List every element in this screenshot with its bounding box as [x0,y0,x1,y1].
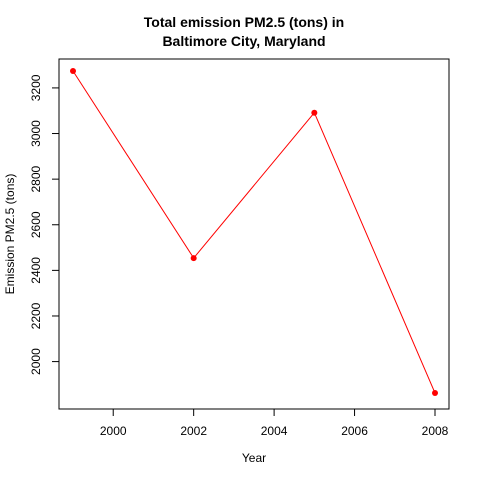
chart-title-line-1: Total emission PM2.5 (tons) in [144,14,344,30]
y-tick-label: 2000 [29,348,43,375]
y-tick-label: 3200 [29,74,43,101]
series-layer [70,68,438,396]
data-point [190,255,197,262]
y-tick-label: 3000 [29,120,43,147]
y-axis: 2000 2200 2400 2600 2800 3000 3200 [29,74,60,375]
x-axis: 2000 2002 2004 2006 2008 [100,408,449,438]
y-tick-label: 2800 [29,165,43,192]
plot-frame [58,58,450,410]
x-tick-label: 2000 [100,424,127,438]
y-axis-label: Emission PM2.5 (tons) [3,174,17,295]
y-tick-label: 2400 [29,257,43,284]
series-line [72,70,436,394]
y-tick-label: 2200 [29,302,43,329]
data-point [432,390,438,396]
x-tick-label: 2008 [422,424,449,438]
x-tick-label: 2002 [180,424,207,438]
chart-title-line-2: Baltimore City, Maryland [162,33,325,49]
x-axis-label: Year [242,451,266,465]
data-point [70,68,76,74]
y-tick-label: 2600 [29,211,43,238]
x-tick-label: 2006 [341,424,368,438]
data-point [311,109,318,116]
x-tick-label: 2004 [261,424,288,438]
